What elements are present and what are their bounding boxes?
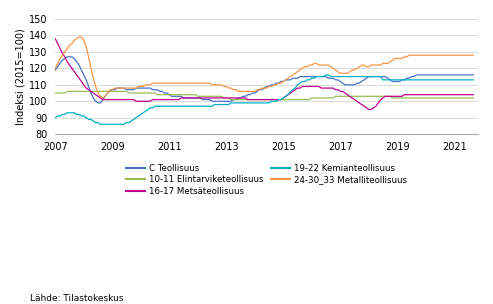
Y-axis label: Indeksi (2015=100): Indeksi (2015=100) [15, 28, 25, 125]
Text: Lähde: Tilastokeskus: Lähde: Tilastokeskus [30, 294, 123, 303]
Legend: C Teollisuus, 10-11 Elintarviketeollisuus, 16-17 Metsäteollisuus, 19-22 Kemiante: C Teollisuus, 10-11 Elintarviketeollisuu… [126, 164, 407, 196]
